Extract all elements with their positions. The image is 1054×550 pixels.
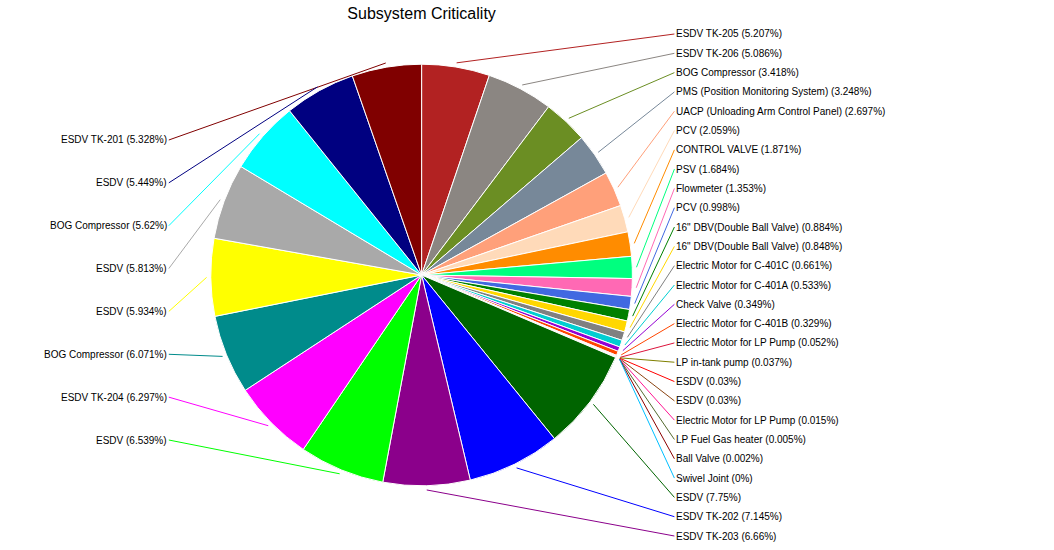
svg-text:BOG Compressor (5.62%): BOG Compressor (5.62%) [50, 220, 167, 231]
svg-text:Check Valve (0.349%): Check Valve (0.349%) [676, 299, 775, 310]
svg-text:Swivel Joint (0%): Swivel Joint (0%) [676, 473, 753, 484]
svg-text:LP Fuel Gas heater (0.005%): LP Fuel Gas heater (0.005%) [676, 434, 806, 445]
svg-text:Electric Motor for LP Pump (0.: Electric Motor for LP Pump (0.015%) [676, 415, 839, 426]
svg-text:BOG Compressor (6.071%): BOG Compressor (6.071%) [44, 349, 167, 360]
svg-text:ESDV (6.539%): ESDV (6.539%) [96, 435, 167, 446]
svg-text:ESDV (5.934%): ESDV (5.934%) [96, 306, 167, 317]
svg-text:BOG Compressor (3.418%): BOG Compressor (3.418%) [676, 67, 799, 78]
svg-text:Subsystem Criticality: Subsystem Criticality [347, 5, 495, 22]
svg-text:PCV (0.998%): PCV (0.998%) [676, 202, 740, 213]
svg-text:Electric Motor for LP Pump (0.: Electric Motor for LP Pump (0.052%) [676, 337, 839, 348]
svg-text:Electric Motor for C-401C (0.6: Electric Motor for C-401C (0.661%) [676, 260, 832, 271]
svg-text:ESDV (5.449%): ESDV (5.449%) [96, 177, 167, 188]
svg-text:ESDV TK-206 (5.086%): ESDV TK-206 (5.086%) [676, 48, 782, 59]
svg-text:16" DBV(Double Ball Valve) (0.: 16" DBV(Double Ball Valve) (0.848%) [676, 241, 842, 252]
svg-text:ESDV TK-201 (5.328%): ESDV TK-201 (5.328%) [61, 134, 167, 145]
svg-text:ESDV (5.813%): ESDV (5.813%) [96, 263, 167, 274]
svg-text:Flowmeter (1.353%): Flowmeter (1.353%) [676, 183, 766, 194]
svg-text:PMS (Position Monitoring Syste: PMS (Position Monitoring System) (3.248%… [676, 86, 872, 97]
svg-text:ESDV (0.03%): ESDV (0.03%) [676, 376, 741, 387]
svg-text:Electric Motor for C-401B (0.3: Electric Motor for C-401B (0.329%) [676, 318, 832, 329]
svg-text:ESDV (7.75%): ESDV (7.75%) [676, 492, 741, 503]
svg-text:16" DBV(Double Ball Valve) (0.: 16" DBV(Double Ball Valve) (0.884%) [676, 222, 842, 233]
svg-text:PSV (1.684%): PSV (1.684%) [676, 164, 739, 175]
svg-text:ESDV TK-204 (6.297%): ESDV TK-204 (6.297%) [61, 392, 167, 403]
svg-text:Ball Valve (0.002%): Ball Valve (0.002%) [676, 453, 763, 464]
svg-text:PCV (2.059%): PCV (2.059%) [676, 125, 740, 136]
svg-text:Electric Motor for C-401A (0.5: Electric Motor for C-401A (0.533%) [676, 280, 831, 291]
svg-text:LP in-tank pump (0.037%): LP in-tank pump (0.037%) [676, 357, 792, 368]
svg-text:CONTROL VALVE (1.871%): CONTROL VALVE (1.871%) [676, 144, 801, 155]
svg-text:ESDV (0.03%): ESDV (0.03%) [676, 395, 741, 406]
svg-text:UACP (Unloading Arm Control Pa: UACP (Unloading Arm Control Panel) (2.69… [676, 106, 885, 117]
svg-text:ESDV TK-205 (5.207%): ESDV TK-205 (5.207%) [676, 28, 782, 39]
svg-text:ESDV TK-203 (6.66%): ESDV TK-203 (6.66%) [676, 531, 776, 542]
svg-text:ESDV TK-202 (7.145%): ESDV TK-202 (7.145%) [676, 511, 782, 522]
